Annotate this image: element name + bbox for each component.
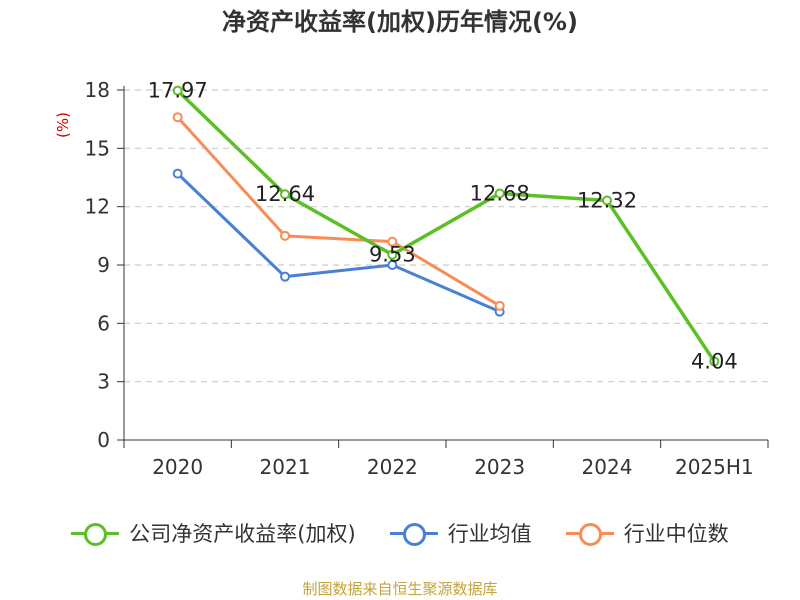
point-company-2020: [172, 85, 183, 96]
source-note: 制图数据来自恒生聚源数据库: [302, 580, 498, 598]
point-industry-median-2023: [494, 300, 505, 311]
data-label-company-2024: 12.32: [577, 188, 637, 212]
data-label-company-2022: 9.53: [369, 243, 416, 267]
x-tick-label-2021: 2021: [260, 455, 311, 479]
y-tick-label-12: 12: [85, 195, 110, 219]
y-axis-label: (%): [54, 112, 72, 138]
y-tick-label-15: 15: [85, 136, 110, 160]
series-line-company: [176, 89, 716, 363]
x-tick-label-2020: 2020: [152, 455, 203, 479]
y-tick-label-18: 18: [85, 78, 110, 102]
data-label-company-2023: 12.68: [470, 181, 530, 205]
y-tick-label-9: 9: [97, 253, 110, 277]
chart-title: 净资产收益率(加权)历年情况(%): [222, 8, 578, 36]
chart-legend: 公司净资产收益率(加权) 行业均值 行业中位数: [0, 518, 800, 548]
legend-item-company[interactable]: 公司净资产收益率(加权): [71, 518, 356, 548]
series-line-industry-avg: [176, 172, 501, 314]
point-industry-median-2020: [172, 112, 183, 123]
data-label-company-2020: 17.97: [148, 79, 208, 103]
legend-item-industry-median[interactable]: 行业中位数: [565, 518, 729, 548]
y-tick-label-6: 6: [97, 311, 110, 335]
legend-label-industry-avg: 行业均值: [447, 522, 532, 546]
point-company-2022: [387, 249, 398, 260]
series-line-industry-median: [176, 116, 501, 308]
legend-marker-industry-avg: [389, 521, 438, 546]
point-industry-median-2022: [387, 236, 398, 247]
y-tick-label-0: 0: [97, 428, 110, 452]
x-tick-label-2025H1: 2025H1: [675, 455, 754, 479]
point-company-2021: [280, 189, 290, 200]
y-tick-label-3: 3: [97, 370, 110, 394]
data-label-company-2025H1: 4.04: [691, 349, 738, 373]
x-tick-label-2022: 2022: [367, 455, 418, 479]
point-company-2024: [602, 195, 612, 206]
x-tick-label-2024: 2024: [582, 455, 633, 479]
legend-label-company: 公司净资产收益率(加权): [129, 522, 356, 546]
point-company-2023: [494, 188, 505, 199]
legend-label-industry-median: 行业中位数: [623, 522, 729, 546]
data-label-company-2021: 12.64: [255, 182, 315, 206]
legend-marker-industry-median: [565, 521, 614, 546]
point-industry-median-2021: [280, 230, 290, 241]
legend-item-industry-avg[interactable]: 行业均值: [389, 518, 532, 548]
point-industry-avg-2021: [280, 271, 290, 282]
x-tick-label-2023: 2023: [474, 455, 525, 479]
point-industry-avg-2020: [172, 168, 183, 179]
point-industry-avg-2022: [387, 260, 398, 270]
legend-marker-company: [71, 521, 120, 546]
point-company-2025H1: [709, 356, 720, 367]
